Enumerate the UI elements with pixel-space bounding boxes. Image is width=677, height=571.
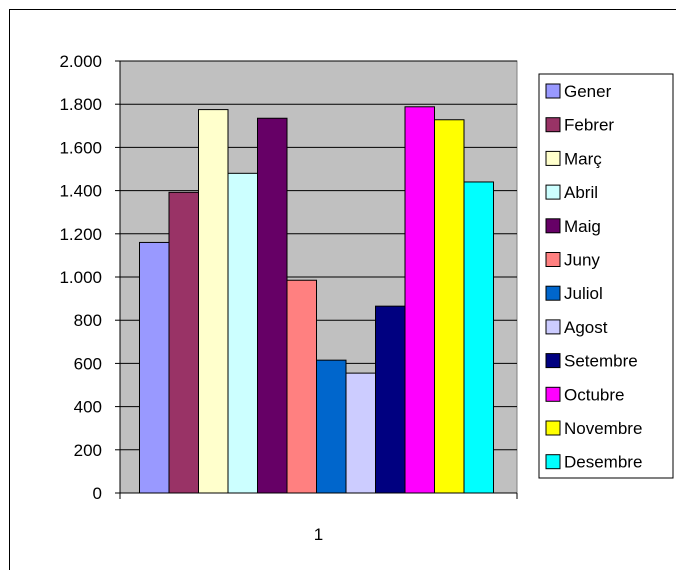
legend-swatch-setembre xyxy=(545,353,561,369)
bar-gener xyxy=(139,241,170,494)
legend-label-octubre: Octubre xyxy=(564,385,624,404)
y-tick-label: 1.600 xyxy=(59,138,102,157)
bar-febrer xyxy=(168,191,199,494)
legend-swatch-maig xyxy=(545,218,561,234)
legend-label-juliol: Juliol xyxy=(564,284,603,303)
y-tick-label: 1.200 xyxy=(59,225,102,244)
legend-swatch-març xyxy=(545,150,561,166)
legend-label-febrer: Febrer xyxy=(564,116,614,135)
bar-desembre xyxy=(463,181,494,494)
y-tick-label: 0 xyxy=(93,484,102,503)
legend-swatch-abril xyxy=(545,184,561,200)
y-tick-label: 400 xyxy=(74,398,102,417)
y-tick-label: 2.000 xyxy=(59,52,102,71)
legend-swatch-octubre xyxy=(545,386,561,402)
legend-label-març: Març xyxy=(564,149,602,168)
legend-label-abril: Abril xyxy=(564,183,598,202)
y-tick-label: 600 xyxy=(74,354,102,373)
legend-label-gener: Gener xyxy=(564,82,612,101)
bar-agost xyxy=(345,372,376,494)
bar-març xyxy=(198,109,229,494)
legend-label-desembre: Desembre xyxy=(564,453,642,472)
bar-juny xyxy=(286,279,317,494)
y-tick-label: 1.000 xyxy=(59,268,102,287)
legend-label-agost: Agost xyxy=(564,318,608,337)
legend-swatch-desembre xyxy=(545,454,561,470)
legend-swatch-gener xyxy=(545,83,561,99)
legend-swatch-novembre xyxy=(545,420,561,436)
y-tick-label: 800 xyxy=(74,311,102,330)
x-tick-label: 1 xyxy=(314,525,323,544)
chart-frame xyxy=(9,9,676,570)
legend xyxy=(538,73,674,479)
bar-setembre xyxy=(375,305,406,494)
bar-octubre xyxy=(404,106,435,494)
legend-swatch-juny xyxy=(545,252,561,267)
legend-label-setembre: Setembre xyxy=(564,352,638,371)
legend-swatch-juliol xyxy=(545,285,561,301)
y-tick-label: 1.400 xyxy=(59,182,102,201)
legend-label-juny: Juny xyxy=(564,251,600,270)
legend-label-maig: Maig xyxy=(564,217,601,236)
legend-swatch-febrer xyxy=(545,117,561,133)
y-tick-label: 200 xyxy=(74,441,102,460)
legend-swatch-agost xyxy=(545,319,561,335)
y-tick-label: 1.800 xyxy=(59,95,102,114)
bar-juliol xyxy=(316,359,347,494)
bar-novembre xyxy=(434,119,465,494)
bar-maig xyxy=(257,117,288,494)
legend-label-novembre: Novembre xyxy=(564,419,642,438)
bar-abril xyxy=(227,172,258,494)
